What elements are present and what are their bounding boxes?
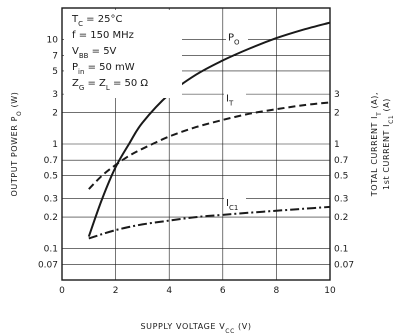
series-ic1-line	[88, 205, 331, 240]
y-left-tick-label: 3	[52, 90, 58, 100]
y-left-tick-label: 7	[52, 52, 58, 62]
y-right-tick-label: 2	[334, 109, 340, 119]
y-left-tick-label: 0.2	[44, 213, 58, 223]
x-ticks: 0 2 4 6 8 10	[59, 286, 336, 296]
y-left-tick-label: 0.7	[44, 156, 58, 166]
y-right-tick-label: 0.5	[334, 171, 348, 181]
x-tick-label: 4	[166, 286, 172, 296]
series-label-bg	[224, 196, 246, 210]
y-left-tick-label: 5	[52, 67, 58, 77]
y-axis-left-label: OUTPUT POWER PO (W)	[10, 92, 23, 197]
right-ticks: 0.07 0.1 0.2 0.3 0.5 0.7 1 2 3	[334, 90, 354, 271]
y-left-tick-label: 0.3	[44, 195, 58, 205]
y-right-tick-label: 0.7	[334, 156, 348, 166]
y-left-tick-label: 1	[52, 140, 58, 150]
conditions: TC = 25°C f = 150 MHz VBB = 5V Pin = 50 mW Z…	[71, 14, 148, 92]
y-left-tick-label: 0.1	[44, 245, 58, 255]
x-tick-label: 6	[220, 286, 226, 296]
series-label-bg	[224, 91, 246, 105]
series-po-line	[87, 21, 331, 237]
y-left-tick-label: 10	[47, 35, 59, 45]
y-right-tick-label: 3	[334, 90, 340, 100]
series-labels: PO IT IC1	[224, 30, 248, 212]
series-it-label: IT	[226, 94, 234, 108]
y-right-tick-label: 1	[334, 140, 340, 150]
conditions-box	[64, 10, 182, 98]
condition-line: ZG = ZL = 50 Ω	[72, 78, 148, 92]
y-left-tick-label: 0.07	[38, 261, 58, 271]
condition-line: VBB = 5V	[72, 46, 117, 60]
y-axis-right-label-2: 1st CURRENT IC1 (A)	[382, 98, 395, 190]
condition-line: f = 150 MHz	[72, 30, 134, 41]
y-axis-right-label-1: TOTAL CURRENT IT (A),	[370, 92, 383, 197]
series-lines	[87, 21, 331, 240]
left-ticks: 0.07 0.1 0.2 0.3 0.5 0.7 1 2 3 5 7 10	[38, 35, 58, 270]
condition-line: TC = 25°C	[71, 14, 122, 28]
condition-line: Pin = 50 mW	[72, 62, 135, 76]
x-axis-label: SUPPLY VOLTAGE VCC (V)	[140, 322, 251, 333]
x-tick-label: 2	[113, 286, 119, 296]
y-left-tick-label: 0.5	[44, 171, 58, 181]
y-right-tick-label: 0.07	[334, 261, 354, 271]
series-ic1-label: IC1	[226, 198, 238, 212]
x-tick-label: 10	[324, 286, 336, 296]
series-it-line	[88, 101, 331, 190]
x-tick-label: 0	[59, 286, 65, 296]
series-po-label: PO	[228, 32, 240, 46]
y-right-tick-label: 0.2	[334, 213, 348, 223]
series-label-bg	[226, 30, 248, 44]
y-left-tick-label: 2	[52, 109, 58, 119]
y-right-tick-label: 0.1	[334, 245, 348, 255]
y-right-tick-label: 0.3	[334, 195, 348, 205]
x-tick-label: 8	[274, 286, 280, 296]
